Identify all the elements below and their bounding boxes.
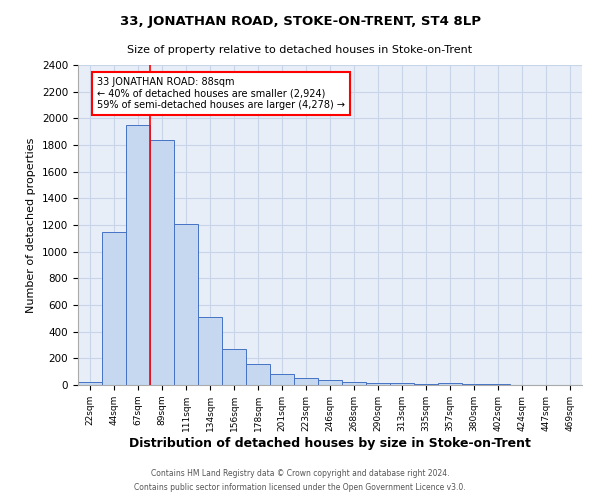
Bar: [198, 317, 222, 385]
Bar: [150, 140, 174, 385]
Text: 33, JONATHAN ROAD, STOKE-ON-TRENT, ST4 8LP: 33, JONATHAN ROAD, STOKE-ON-TRENT, ST4 8…: [119, 15, 481, 28]
Text: Size of property relative to detached houses in Stoke-on-Trent: Size of property relative to detached ho…: [127, 45, 473, 55]
Bar: [438, 382, 462, 385]
Bar: [222, 349, 246, 385]
Text: Contains HM Land Registry data © Crown copyright and database right 2024.: Contains HM Land Registry data © Crown c…: [151, 468, 449, 477]
Text: Contains public sector information licensed under the Open Government Licence v3: Contains public sector information licen…: [134, 484, 466, 492]
Bar: [366, 382, 390, 385]
Bar: [486, 384, 510, 385]
Bar: [126, 125, 150, 385]
Bar: [342, 382, 366, 385]
Y-axis label: Number of detached properties: Number of detached properties: [26, 138, 37, 312]
Bar: [78, 382, 102, 385]
Bar: [318, 380, 342, 385]
Bar: [102, 232, 126, 385]
Bar: [414, 384, 438, 385]
Bar: [294, 378, 318, 385]
Bar: [174, 224, 198, 385]
Bar: [270, 374, 294, 385]
Bar: [246, 364, 270, 385]
Bar: [462, 384, 486, 385]
Text: 33 JONATHAN ROAD: 88sqm
← 40% of detached houses are smaller (2,924)
59% of semi: 33 JONATHAN ROAD: 88sqm ← 40% of detache…: [97, 77, 345, 110]
Bar: [390, 383, 414, 385]
X-axis label: Distribution of detached houses by size in Stoke-on-Trent: Distribution of detached houses by size …: [129, 436, 531, 450]
